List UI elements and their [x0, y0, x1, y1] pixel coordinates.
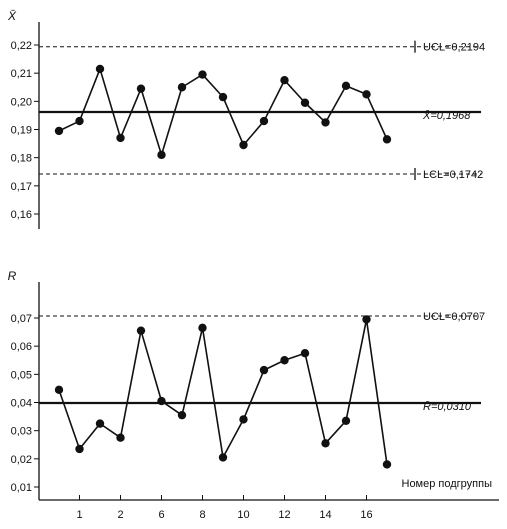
range-data-point: [341, 416, 351, 426]
xbar-data-point: [177, 83, 187, 92]
xbar-y-tick-label: 0,21: [11, 68, 32, 80]
xbar-data-point: [54, 126, 64, 136]
xbar-data-point: [136, 84, 146, 93]
range-x-tick-label: 16: [360, 509, 372, 521]
range-data-point: [95, 419, 105, 428]
range-data-point: [259, 365, 269, 375]
xbar-center-label: X̄=0,1968: [422, 109, 471, 122]
xbar-data-point: [362, 90, 371, 99]
range-data-point: [218, 453, 228, 462]
xbar-y-tick-label: 0,20: [11, 96, 32, 108]
range-x-tick-label: 8: [199, 509, 205, 521]
xbar-data-point: [198, 70, 207, 79]
xbar-y-tick-label: 0,17: [11, 181, 32, 193]
range-data-point: [177, 410, 187, 420]
range-y-tick-label: 0,03: [11, 426, 32, 438]
xbar-data-point: [95, 64, 105, 74]
xbar-data-point: [300, 98, 310, 107]
range-data-point: [300, 349, 310, 358]
range-data-point: [136, 326, 146, 335]
range-y-axis-label: R: [8, 269, 17, 283]
range-y-tick-label: 0,06: [11, 341, 32, 353]
xbar-y-tick-label: 0,19: [11, 125, 32, 137]
xbar-data-point: [157, 150, 166, 160]
range-data-point: [75, 444, 84, 454]
range-center-label: R̄=0,0310: [423, 400, 472, 413]
range-y-tick-label: 0,01: [11, 482, 32, 494]
range-x-tick-label: 1: [76, 509, 82, 521]
range-y-tick-label: 0,02: [11, 454, 32, 466]
range-series-line: [58, 318, 388, 465]
xbar-data-point: [75, 116, 84, 126]
range-data-point: [239, 415, 248, 424]
range-x-tick-label: 2: [117, 509, 123, 521]
xbar-y-tick-label: 0,22: [11, 40, 32, 52]
xbar-data-point: [382, 135, 392, 144]
xbar-data-point: [218, 92, 228, 102]
xbar-data-point: [239, 140, 248, 150]
xbar-y-axis-label: X̄: [7, 9, 17, 23]
range-x-tick-label: 10: [237, 509, 249, 521]
range-y-tick-label: 0,04: [11, 398, 32, 410]
range-data-point: [198, 323, 207, 333]
range-data-point: [54, 385, 64, 395]
range-data-point: [116, 433, 125, 442]
range-y-tick-label: 0,05: [11, 369, 32, 381]
range-ucl-label: UCL=0,0707: [423, 311, 485, 323]
xbar-y-tick-label: 0,18: [11, 153, 32, 165]
range-x-axis-label: Номер подгруппы: [402, 478, 493, 490]
xbar-lcl-label: LCL=0,1742: [423, 169, 483, 181]
range-x-tick-label: 6: [158, 509, 164, 521]
range-data-point: [321, 439, 330, 448]
range-x-tick-label: 14: [319, 509, 331, 521]
xbar-data-point: [280, 76, 289, 85]
range-x-tick-label: 12: [278, 509, 290, 521]
xbar-data-point: [116, 133, 125, 143]
xbar-data-point: [259, 116, 269, 126]
range-y-tick-label: 0,07: [11, 313, 32, 325]
xbar-data-point: [321, 118, 330, 127]
range-data-point: [362, 315, 371, 324]
range-data-point: [157, 396, 166, 406]
range-data-point: [382, 460, 392, 469]
xbar-ucl-label: UCL=0,2194: [423, 42, 485, 54]
xbar-data-point: [341, 81, 351, 91]
range-data-point: [280, 356, 289, 365]
xbar-y-tick-label: 0,16: [11, 209, 32, 221]
